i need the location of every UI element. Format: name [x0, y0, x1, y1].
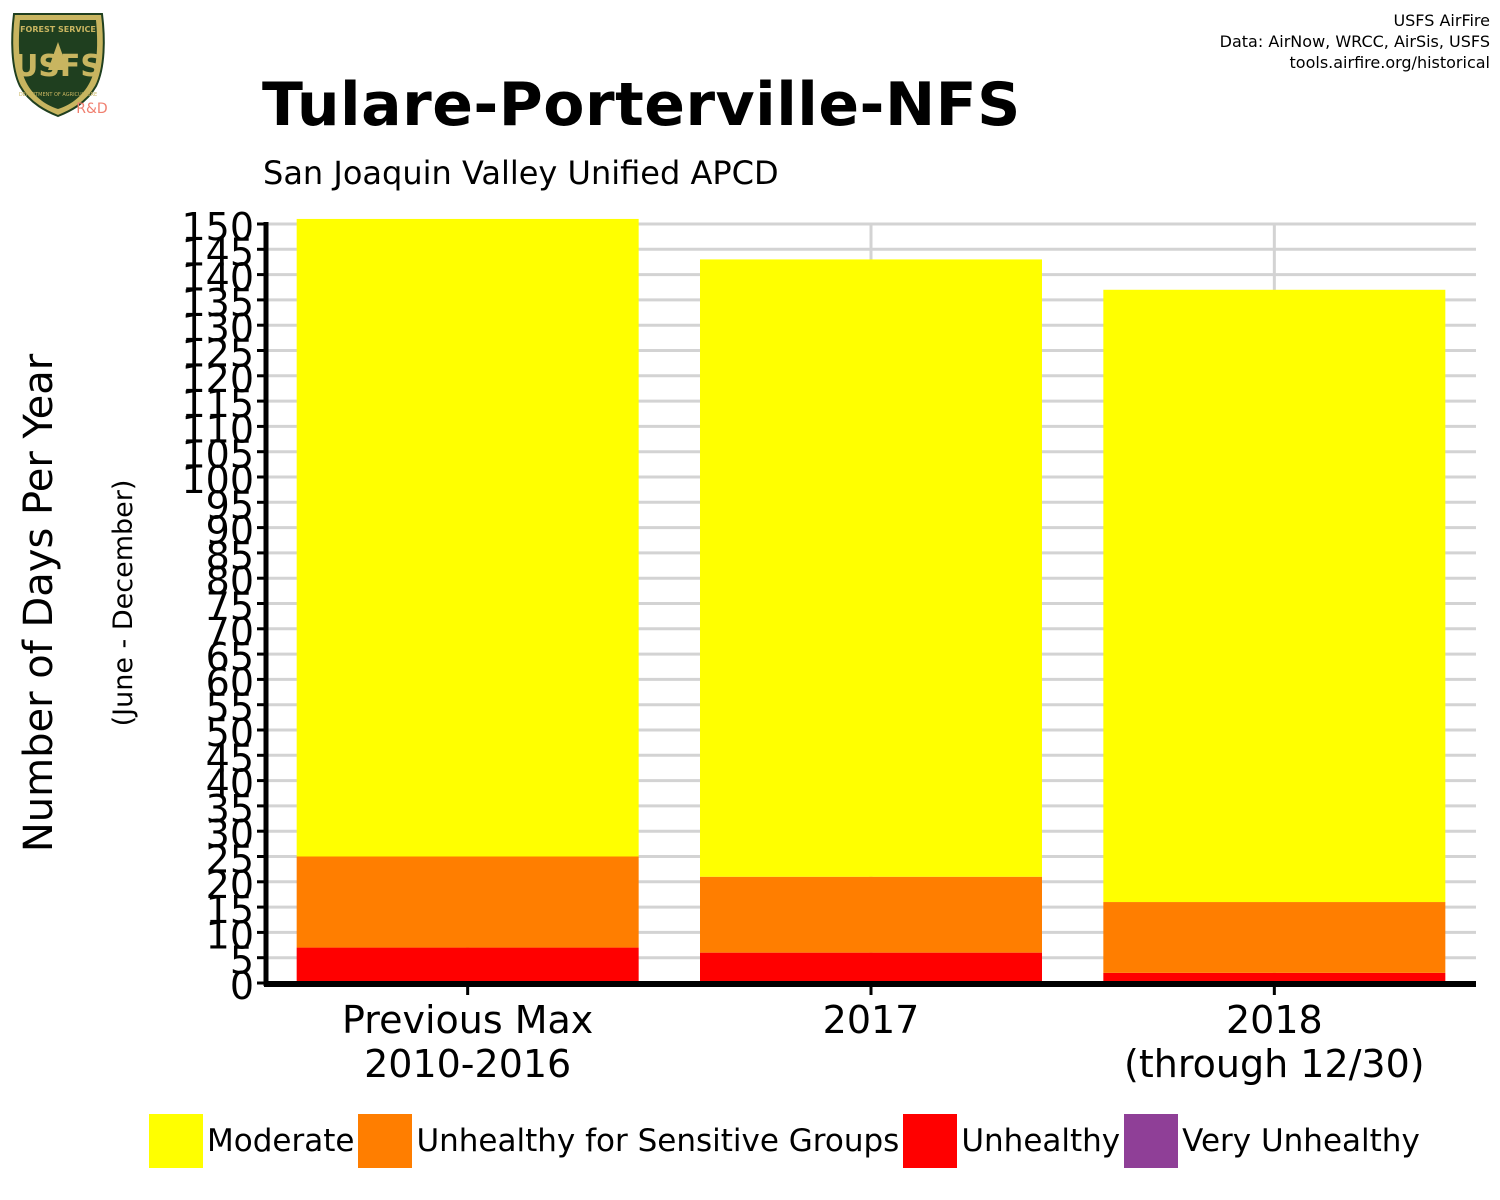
y-tick-label: 150	[181, 205, 254, 249]
y-tick-label: 0	[230, 964, 254, 1008]
chart-title: Tulare-Porterville-NFS	[262, 70, 1021, 140]
y-axis-label: Number of Days Per Year	[16, 353, 62, 852]
bar-segment	[296, 947, 639, 983]
y-tick-label: 140	[181, 256, 254, 300]
legend-item: Very Unhealthy	[1124, 1114, 1424, 1168]
legend-item: Unhealthy	[903, 1114, 1124, 1168]
y-tick-label: 55	[206, 686, 254, 730]
logo-bottom-text: DEPARTMENT OF AGRICULTURE	[19, 92, 97, 98]
legend-swatch	[903, 1114, 958, 1168]
y-tick-label: 105	[181, 433, 254, 477]
y-tick-label: 70	[206, 610, 254, 654]
y-tick-label: 5	[230, 939, 254, 983]
legend-label: Unhealthy for Sensitive Groups	[416, 1123, 900, 1159]
legend-item: Unhealthy for Sensitive Groups	[358, 1114, 903, 1168]
y-tick-label: 135	[181, 281, 254, 325]
y-tick-label: 35	[206, 787, 254, 831]
logo-rd: R&D	[76, 101, 107, 117]
bar-segment	[1103, 902, 1446, 973]
legend-item: Moderate	[149, 1114, 358, 1168]
y-tick-label: 45	[206, 736, 254, 780]
bar-segment	[700, 952, 1042, 983]
credit-line: Data: AirNow, WRCC, AirSis, USFS	[1219, 32, 1490, 51]
x-tick-label: (through 12/30)	[1124, 1042, 1425, 1086]
y-tick-label: 85	[206, 534, 254, 578]
credit-line: USFS AirFire	[1393, 11, 1490, 30]
logo-top-text: FOREST SERVICE	[20, 25, 96, 34]
y-tick-label: 10	[206, 913, 254, 957]
x-tick-label: Previous Max	[342, 998, 593, 1042]
credit-line: tools.airfire.org/historical	[1289, 53, 1490, 72]
bar-segment	[700, 259, 1042, 877]
bar-segment	[1103, 289, 1446, 903]
y-tick-label: 65	[206, 635, 254, 679]
y-tick-label: 20	[206, 863, 254, 907]
y-tick-label: 25	[206, 838, 254, 882]
bar-segment	[296, 218, 639, 857]
y-tick-label: 60	[206, 660, 254, 704]
bar-segment	[1103, 972, 1446, 983]
bar-segment	[700, 876, 1042, 953]
bar-segment	[296, 856, 639, 948]
tree-icon	[48, 42, 68, 70]
y-tick-label: 110	[181, 407, 254, 451]
y-tick-label: 50	[206, 711, 254, 755]
legend-label: Unhealthy	[961, 1123, 1121, 1159]
legend: Moderate Unhealthy for Sensitive Groups Un…	[149, 1114, 1424, 1168]
usfs-logo: FOREST SERVICE USFS DEPARTMENT OF AGRICU…	[11, 13, 108, 118]
legend-swatch	[1124, 1114, 1179, 1168]
legend-label: Moderate	[207, 1123, 355, 1159]
legend-label: Very Unhealthy	[1182, 1123, 1420, 1159]
y-tick-label: 115	[181, 382, 254, 426]
y-tick-label: 145	[181, 230, 254, 274]
y-tick-label: 100	[181, 458, 254, 502]
x-tick-label: 2017	[823, 998, 920, 1042]
x-tick-label: 2010-2016	[364, 1042, 571, 1086]
y-tick-label: 15	[206, 888, 254, 932]
y-tick-label: 130	[181, 306, 254, 350]
y-tick-label: 90	[206, 509, 254, 553]
chart-subtitle: San Joaquin Valley Unified APCD	[263, 154, 779, 192]
y-axis-sublabel: (June - December)	[108, 480, 139, 727]
y-tick-label: 125	[181, 332, 254, 376]
y-tick-label: 40	[206, 762, 254, 806]
legend-swatch	[149, 1114, 203, 1168]
credits: USFS AirFire Data: AirNow, WRCC, AirSis,…	[1220, 10, 1490, 73]
y-tick-label: 75	[206, 585, 254, 629]
legend-swatch	[358, 1114, 413, 1168]
y-tick-label: 30	[206, 812, 254, 856]
y-tick-label: 120	[181, 357, 254, 401]
y-tick-label: 95	[206, 483, 254, 527]
y-tick-label: 80	[206, 559, 254, 603]
x-tick-label: 2018	[1226, 998, 1323, 1042]
